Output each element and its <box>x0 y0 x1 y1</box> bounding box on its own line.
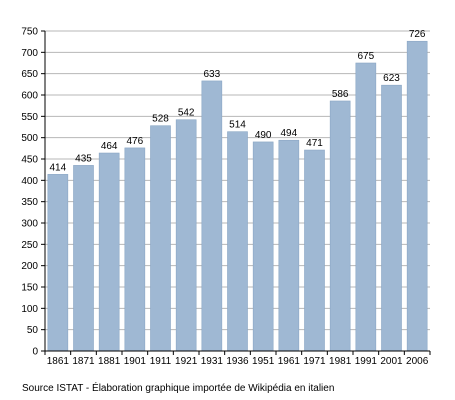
data-label: 494 <box>280 128 297 139</box>
y-tick-label: 100 <box>21 304 38 315</box>
bars <box>47 40 428 352</box>
data-label: 476 <box>126 136 143 147</box>
y-tick-label: 200 <box>21 261 38 272</box>
data-label: 586 <box>332 89 349 100</box>
bar-1951 <box>252 141 274 352</box>
bar-2001 <box>381 84 402 352</box>
bar-1961 <box>278 139 300 352</box>
data-label: 464 <box>101 141 118 152</box>
x-tick-label: 1861 <box>47 356 70 367</box>
y-tick-label: 250 <box>21 240 38 251</box>
axes <box>44 31 430 352</box>
x-tick-label: 2006 <box>406 356 429 367</box>
data-label: 542 <box>178 108 195 119</box>
data-label: 435 <box>75 153 92 164</box>
x-tick-label: 1931 <box>201 356 224 367</box>
y-tick-label: 350 <box>21 197 38 208</box>
bar-1911 <box>150 125 171 352</box>
y-tick-label: 0 <box>32 347 38 358</box>
data-label: 633 <box>203 69 220 80</box>
data-label: 623 <box>383 73 400 84</box>
x-tick-label: 1981 <box>329 356 352 367</box>
y-tick-label: 750 <box>21 27 38 38</box>
x-tick-label: 1871 <box>72 356 95 367</box>
data-label: 528 <box>152 114 169 125</box>
y-tick-label: 150 <box>21 283 38 294</box>
y-axis-tick-labels: 0 50 100 150 200 250 300 350 400 450 500 550 600 650 7… <box>21 27 45 358</box>
y-tick-label: 300 <box>21 219 38 230</box>
x-tick-label: 1901 <box>124 356 147 367</box>
bar-1861 <box>47 174 69 352</box>
y-tick-label: 650 <box>21 69 38 80</box>
y-tick-label: 550 <box>21 112 38 123</box>
data-label: 675 <box>357 51 374 62</box>
bar-1901 <box>124 147 146 352</box>
data-label: 490 <box>255 130 272 141</box>
bar-1871 <box>73 165 94 352</box>
y-tick-label: 50 <box>27 325 39 336</box>
data-label: 471 <box>306 138 323 149</box>
x-tick-label: 1961 <box>278 356 301 367</box>
bar-1881 <box>98 152 120 352</box>
x-tick-label: 1921 <box>175 356 198 367</box>
data-label: 726 <box>409 29 426 40</box>
bar-1971 <box>304 149 325 352</box>
y-tick-label: 700 <box>21 48 38 59</box>
x-tick-label: 1951 <box>252 356 275 367</box>
bar-1991 <box>355 62 377 352</box>
y-tick-label: 500 <box>21 133 38 144</box>
x-axis-tick-labels: 1861 1871 1881 1901 1911 1921 1931 1936 1951 1961… <box>44 351 431 367</box>
y-tick-label: 600 <box>21 91 38 102</box>
x-tick-label: 1971 <box>303 356 326 367</box>
y-tick-label: 450 <box>21 155 38 166</box>
x-tick-label: 1936 <box>226 356 249 367</box>
y-tick-label: 400 <box>21 176 38 187</box>
source-caption: Source ISTAT - Élaboration graphique imp… <box>22 383 335 394</box>
data-label: 414 <box>49 162 66 173</box>
x-tick-label: 1911 <box>150 356 172 367</box>
x-tick-label: 1881 <box>98 356 121 367</box>
x-tick-label: 1991 <box>355 356 378 367</box>
bar-1981 <box>329 100 351 352</box>
bar-1931 <box>201 80 223 352</box>
data-label: 514 <box>229 120 246 131</box>
bar-1936 <box>227 131 248 352</box>
bar-2006 <box>406 40 428 352</box>
data-labels: 414 435 464 476 528 542 633 514 490 494 471 586 675 6… <box>49 29 425 173</box>
bar-1921 <box>175 119 197 352</box>
x-tick-label: 2001 <box>380 356 403 367</box>
